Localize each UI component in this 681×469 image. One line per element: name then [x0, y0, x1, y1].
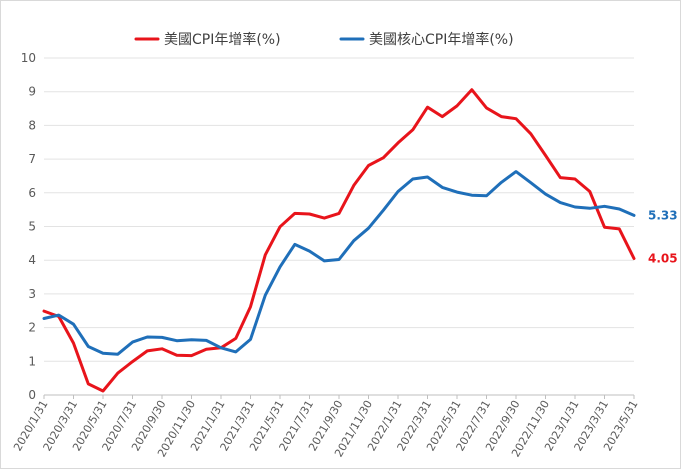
series-line-1: [42, 170, 636, 356]
y-tick-label: 6: [28, 186, 36, 200]
y-tick-label: 7: [28, 152, 36, 166]
legend: 美國CPI年增率(%) 美國核心CPI年增率(%): [134, 31, 514, 48]
end-labels: 4.05 5.33: [648, 208, 678, 265]
series-lines: [42, 88, 636, 393]
y-tick-label: 8: [28, 118, 36, 132]
gridlines: [44, 57, 634, 396]
y-tick-label: 5: [28, 220, 36, 234]
series-line-0: [42, 88, 636, 393]
y-tick-label: 2: [28, 321, 36, 335]
end-value-label: 5.33: [648, 208, 678, 222]
y-tick-label: 0: [28, 388, 36, 402]
y-tick-label: 3: [28, 287, 36, 301]
legend-label: 美國核心CPI年增率(%): [369, 31, 514, 48]
legend-label: 美國CPI年增率(%): [164, 31, 281, 48]
x-axis: 2020/1/312020/3/312020/5/312020/7/312020…: [11, 395, 641, 459]
y-tick-label: 10: [21, 51, 36, 65]
y-tick-label: 1: [28, 354, 36, 368]
y-tick-label: 4: [28, 253, 36, 267]
end-value-label: 4.05: [648, 252, 678, 266]
y-axis: 0 1 2 3 4 5 6 7 8 9 10: [21, 51, 36, 402]
y-tick-label: 9: [28, 85, 36, 99]
